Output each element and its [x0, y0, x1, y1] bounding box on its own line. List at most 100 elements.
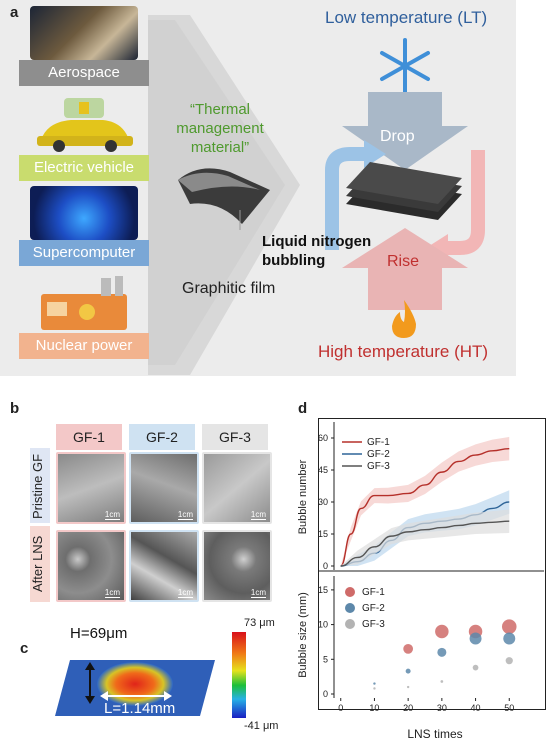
- satellite-icon: [30, 6, 138, 60]
- scatter-point: [472, 664, 479, 671]
- panel-a: Aerospace Electric vehicle Supercomputer…: [0, 0, 516, 376]
- drop-arrow: [342, 92, 468, 170]
- panel-a-label: a: [10, 4, 19, 21]
- low-temp-label: Low temperature (LT): [325, 8, 488, 27]
- y-tick-label: 45: [318, 465, 328, 475]
- app-label: Electric vehicle: [19, 155, 149, 181]
- panel-d-label: d: [298, 400, 308, 417]
- panel-b-label: b: [10, 400, 20, 417]
- scatter-point: [435, 624, 449, 639]
- y-tick-label: 30: [318, 497, 328, 507]
- length-label: L=1.14mm: [104, 700, 176, 717]
- drop-label: Drop: [380, 128, 415, 145]
- confidence-band: [340, 436, 510, 566]
- column-header: GF-3: [202, 424, 268, 450]
- cbar-min: -41 μm: [244, 720, 279, 732]
- image-tile: 1cm: [56, 452, 126, 524]
- scatter-point: [406, 685, 410, 689]
- x-tick-label: 20: [403, 703, 413, 713]
- x-tick-label: 40: [471, 703, 481, 713]
- scatter-point: [469, 632, 482, 645]
- chart-frame: [318, 418, 546, 710]
- legend-label: GF-3: [362, 619, 385, 630]
- scatter-point: [503, 632, 516, 645]
- scatter-point: [505, 657, 513, 665]
- scatter-point: [440, 680, 444, 683]
- scatter-point: [403, 644, 414, 654]
- y-tick-label: 10: [318, 620, 328, 630]
- x-tick-label: 0: [338, 703, 343, 713]
- y-axis-label: Bubble size (mm): [297, 592, 309, 678]
- graphitic-film-label: Graphitic film: [182, 280, 276, 297]
- legend-swatch: [345, 603, 355, 613]
- row-label: After LNS: [30, 535, 45, 593]
- rise-label: Rise: [387, 253, 420, 270]
- cycle-arrows: [325, 140, 485, 262]
- graphitic-film-icon: [178, 168, 270, 230]
- app-electric-vehicle: Electric vehicle: [19, 96, 149, 181]
- high-temp-label: High temperature (HT): [318, 342, 489, 361]
- panel-c-label: c: [20, 640, 29, 657]
- y-tick-label: 0: [323, 561, 328, 571]
- column-header: GF-2: [129, 424, 195, 450]
- scale-bar: 1cm: [177, 510, 193, 520]
- scatter-point: [373, 682, 376, 685]
- lnb-label: Liquid nitrogen bubbling: [262, 233, 372, 269]
- legend-label: GF-2: [367, 449, 390, 460]
- legend-swatch: [345, 587, 355, 597]
- y-tick-label: 5: [323, 654, 328, 664]
- scatter-point: [373, 687, 376, 690]
- nuclear-plant-icon: [41, 276, 127, 330]
- app-label: Aerospace: [19, 60, 149, 86]
- image-tile: 1cm: [202, 530, 272, 602]
- app-aerospace: Aerospace: [19, 6, 149, 86]
- cbar-max: 73 μm: [244, 617, 275, 629]
- scale-bar: 1cm: [177, 588, 193, 598]
- row-label: Pristine GF: [30, 453, 45, 519]
- legend-label: GF-3: [367, 461, 390, 472]
- legend-label: GF-2: [362, 603, 385, 614]
- thermal-quote: “Thermal management material”: [176, 101, 264, 156]
- x-tick-label: 50: [504, 703, 514, 713]
- app-label: Nuclear power: [19, 333, 149, 359]
- image-tile: 1cm: [129, 530, 199, 602]
- y-tick-label: 60: [318, 433, 328, 443]
- flame-icon: [392, 300, 416, 338]
- x-tick-label: 10: [369, 703, 379, 713]
- stacked-film-icon: [346, 162, 462, 220]
- scale-bar: 1cm: [104, 510, 120, 520]
- series-line: [340, 447, 510, 567]
- electric-car-icon: [37, 98, 133, 152]
- scale-bar: 1cm: [104, 588, 120, 598]
- snowflake-icon: [380, 38, 430, 94]
- x-axis-label: LNS times: [407, 727, 462, 741]
- scale-bar: 1cm: [250, 588, 266, 598]
- legend-label: GF-1: [362, 587, 385, 598]
- y-tick-label: 0: [323, 689, 328, 699]
- supercomputer-icon: [30, 186, 138, 240]
- column-header: GF-1: [56, 424, 122, 450]
- rise-arrow: [342, 228, 468, 310]
- y-tick-label: 15: [318, 529, 328, 539]
- scatter-point: [405, 668, 411, 674]
- scale-bar: 1cm: [250, 510, 266, 520]
- app-label: Supercomputer: [19, 240, 149, 266]
- y-tick-label: 15: [318, 585, 328, 595]
- confidence-band: [340, 509, 510, 566]
- image-tile: 1cm: [56, 530, 126, 602]
- image-tile: 1cm: [202, 452, 272, 524]
- legend-swatch: [345, 619, 355, 629]
- height-label: H=69μm: [70, 625, 128, 642]
- app-nuclear-power: Nuclear power: [19, 274, 149, 359]
- row-band: [30, 526, 50, 602]
- x-tick-label: 30: [437, 703, 447, 713]
- legend-label: GF-1: [367, 437, 390, 448]
- series-line: [340, 520, 510, 567]
- app-supercomputer: Supercomputer: [19, 186, 149, 266]
- image-tile: 1cm: [129, 452, 199, 524]
- scatter-point: [501, 619, 517, 634]
- scatter-point: [437, 647, 447, 657]
- color-bar: [232, 632, 246, 718]
- y-axis-label: Bubble number: [297, 459, 309, 534]
